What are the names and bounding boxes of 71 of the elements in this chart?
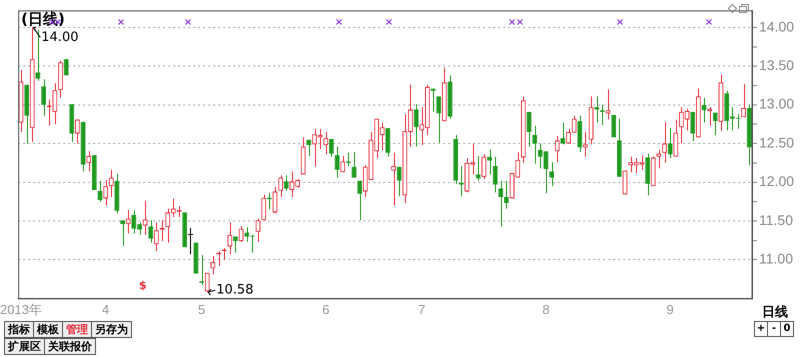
text: 管理 xyxy=(62,321,92,338)
candlestick xyxy=(554,135,560,163)
candlestick xyxy=(98,180,102,202)
candlestick xyxy=(583,131,588,158)
candlestick xyxy=(504,180,509,210)
candlestick xyxy=(487,149,492,176)
y-tick-label: 11.00 xyxy=(759,250,794,267)
candlestick xyxy=(278,174,284,198)
candlestick xyxy=(594,96,600,124)
candlestick xyxy=(272,186,278,214)
candlestick xyxy=(386,128,390,158)
candlestick xyxy=(526,111,532,148)
candlestick xyxy=(238,226,244,242)
candlestick xyxy=(126,210,131,234)
candlestick xyxy=(306,139,312,156)
chart-title: (日线) xyxy=(21,10,65,28)
text: 日线 xyxy=(761,304,789,321)
candlestick xyxy=(668,128,673,159)
x-tick-label: 6 xyxy=(322,302,330,317)
candlestick xyxy=(120,220,125,246)
candlestick xyxy=(741,83,746,118)
candlestick xyxy=(75,119,80,144)
candlestick xyxy=(148,220,154,244)
candlestick xyxy=(458,166,464,197)
candlestick xyxy=(702,97,706,124)
text: 模板 xyxy=(33,321,63,338)
candlestick xyxy=(352,152,356,178)
candlestick xyxy=(476,155,481,182)
candlestick xyxy=(41,78,46,116)
text: 关联报价 xyxy=(44,338,96,355)
candlestick xyxy=(210,255,216,275)
x-tick-label: 8 xyxy=(542,302,550,317)
candlestick xyxy=(707,106,712,126)
candlestick xyxy=(606,88,610,120)
candlestick xyxy=(160,220,164,242)
candlestick xyxy=(154,222,159,252)
candlestick xyxy=(481,154,486,180)
x-tick-label: 4 xyxy=(102,302,110,317)
candlestick xyxy=(103,179,108,206)
x-tick-label: 7 xyxy=(418,302,426,317)
candlestick xyxy=(430,88,436,112)
text: 扩展区 xyxy=(4,338,45,355)
candlestick xyxy=(256,218,260,242)
candlestick xyxy=(188,227,194,255)
y-tick-label: 13.00 xyxy=(759,96,794,112)
annotation: 14.00 xyxy=(41,30,78,45)
candlestick xyxy=(662,121,667,164)
y-tick-label: 11.50 xyxy=(759,212,794,228)
text: 0 xyxy=(780,321,794,337)
candlestick xyxy=(656,149,662,169)
x-tick-label: 5 xyxy=(198,302,206,317)
candlestick xyxy=(233,236,238,254)
y-tick-label: 14.00 xyxy=(759,18,794,34)
annotation: 10.58 xyxy=(216,282,254,298)
annotation: $ xyxy=(139,279,147,292)
text: 另存为 xyxy=(91,321,132,338)
text: 指标 xyxy=(4,321,34,338)
candlestick xyxy=(391,152,396,206)
candlestick xyxy=(357,180,362,221)
y-tick-label: 12.00 xyxy=(759,173,794,190)
candlestick xyxy=(414,104,419,148)
candlestick xyxy=(334,146,340,178)
x-tick-label: 9 xyxy=(666,302,674,317)
x-tick-label: 2013年 xyxy=(0,302,42,317)
y-tick-label: 13.50 xyxy=(759,57,794,73)
text: + xyxy=(754,321,768,337)
text: - xyxy=(767,321,781,337)
y-tick-label: 12.50 xyxy=(759,134,794,150)
candlestick xyxy=(549,162,554,187)
candlestick xyxy=(560,122,566,145)
candlestick xyxy=(329,138,334,158)
